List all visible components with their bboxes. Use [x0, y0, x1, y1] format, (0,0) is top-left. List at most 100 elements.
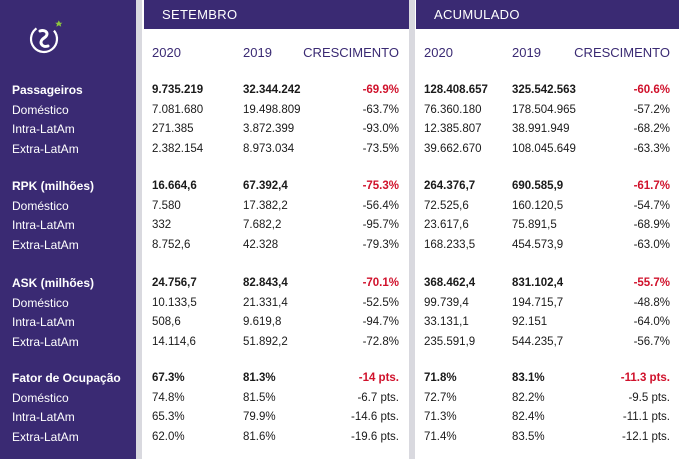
table-cell: -6.7 pts.: [357, 391, 399, 404]
row-label: Doméstico: [12, 198, 69, 213]
table-cell: -63.0%: [633, 238, 670, 251]
table-cell: -57.2%: [633, 103, 670, 116]
table-cell: 178.504.965: [512, 103, 576, 116]
table-cell: 8.752,6: [152, 238, 191, 251]
column-header-setembro-0: 2020: [152, 45, 181, 60]
panel-divider-left: [136, 0, 142, 459]
table-cell: 9.619,8: [243, 316, 282, 328]
table-cell: 82.2%: [512, 391, 545, 404]
row-label: Extra-LatAm: [12, 334, 79, 349]
column-header-acumulado-1: 2019: [512, 45, 541, 60]
table-cell: 128.408.657: [424, 84, 488, 96]
table-cell: 81.3%: [243, 372, 276, 384]
table-cell: 62.0%: [152, 430, 185, 443]
table-cell: -72.8%: [362, 335, 399, 348]
table-cell: 235.591,9: [424, 335, 476, 348]
table-cell: -9.5 pts.: [628, 391, 670, 404]
table-cell: 332: [152, 219, 172, 231]
table-cell: 108.045.649: [512, 142, 576, 155]
table-cell: -60.6%: [633, 84, 670, 96]
table-cell: 67.3%: [152, 372, 185, 384]
table-cell: -56.7%: [633, 335, 670, 348]
table-cell: 325.542.563: [512, 84, 576, 96]
table-cell: -14.6 pts.: [351, 411, 399, 423]
table-cell: 168.233,5: [424, 238, 476, 251]
table-cell: 71.4%: [424, 430, 457, 443]
table-cell: -48.8%: [633, 296, 670, 309]
panel-header-setembro: SETEMBRO: [144, 0, 409, 29]
table-cell: -63.7%: [362, 103, 399, 116]
table-cell: 71.8%: [424, 372, 457, 384]
row-label: Doméstico: [12, 102, 69, 117]
row-label-sidebar: Passageiros Doméstico Intra-LatAm Extra-Lat…: [0, 0, 136, 459]
table-cell: 160.120,5: [512, 199, 564, 212]
table-cell: 75.891,5: [512, 219, 557, 231]
table-cell: 67.392,4: [243, 180, 288, 192]
table-cell: 71.3%: [424, 411, 457, 423]
table-cell: 7.580: [152, 199, 181, 212]
table-cell: -54.7%: [633, 199, 670, 212]
table-cell: 92.151: [512, 316, 548, 328]
table-cell: 72.525,6: [424, 199, 469, 212]
table-cell: 454.573,9: [512, 238, 564, 251]
table-cell: -19.6 pts.: [351, 430, 399, 443]
table-cell: -68.9%: [633, 219, 670, 231]
table-cell: -94.7%: [362, 316, 399, 328]
table-cell: 79.9%: [243, 411, 276, 423]
latam-logo-icon: [29, 20, 63, 54]
table-cell: 42.328: [243, 238, 279, 251]
table-cell: -68.2%: [633, 123, 670, 135]
row-label: Doméstico: [12, 390, 69, 405]
table-cell: 9.735.219: [152, 84, 204, 96]
table-cell: 83.5%: [512, 430, 545, 443]
table-cell: -11.3 pts.: [620, 372, 670, 384]
row-label: Intra-LatAm: [12, 122, 75, 136]
table-cell: 33.131,1: [424, 316, 469, 328]
table-cell: 83.1%: [512, 372, 545, 384]
table-cell: -11.1 pts.: [622, 411, 670, 423]
panel-header-acumulado: ACUMULADO: [416, 0, 679, 29]
table-cell: 7.682,2: [243, 219, 282, 231]
table-cell: 14.114,6: [152, 335, 196, 348]
table-cell: 3.872.399: [243, 123, 295, 135]
table-cell: -79.3%: [362, 238, 399, 251]
table-cell: 8.973.034: [243, 142, 295, 155]
table-cell: -61.7%: [633, 180, 670, 192]
table-cell: -93.0%: [362, 123, 399, 135]
table-cell: 81.5%: [243, 391, 276, 404]
table-cell: 831.102,4: [512, 277, 564, 289]
table-cell: -69.9%: [362, 84, 399, 96]
table-cell: -73.5%: [362, 142, 399, 155]
table-cell: -95.7%: [362, 219, 399, 231]
row-label: Intra-LatAm: [12, 315, 75, 329]
table-cell: 12.385.807: [424, 123, 482, 135]
table-cell: -52.5%: [362, 296, 399, 309]
table-cell: 194.715,7: [512, 296, 564, 309]
table-cell: 65.3%: [152, 411, 185, 423]
column-header-setembro-2: CRESCIMENTO: [303, 45, 399, 60]
table-cell: 39.662.670: [424, 142, 482, 155]
table-cell: 17.382,2: [243, 199, 288, 212]
table-cell: 690.585,9: [512, 180, 564, 192]
row-label: Intra-LatAm: [12, 410, 75, 424]
table-cell: 51.892,2: [243, 335, 288, 348]
row-label: Extra-LatAm: [12, 141, 79, 156]
column-header-setembro-1: 2019: [243, 45, 272, 60]
table-cell: 72.7%: [424, 391, 457, 404]
row-label: RPK (milhões): [12, 179, 95, 193]
row-label: Passageiros: [12, 83, 83, 97]
table-cell: -70.1%: [362, 277, 399, 289]
table-cell: -56.4%: [362, 199, 399, 212]
table-cell: 76.360.180: [424, 103, 482, 116]
table-cell: 544.235,7: [512, 335, 564, 348]
table-cell: -55.7%: [633, 277, 670, 289]
table-cell: 19.498.809: [243, 103, 301, 116]
row-label: Extra-LatAm: [12, 429, 79, 444]
table-cell: 99.739,4: [424, 296, 469, 309]
table-cell: 24.756,7: [152, 277, 197, 289]
row-label: Doméstico: [12, 295, 69, 310]
row-label: Extra-LatAm: [12, 237, 79, 252]
row-label: Intra-LatAm: [12, 218, 75, 232]
table-cell: 82.4%: [512, 411, 545, 423]
table-cell: 10.133,5: [152, 296, 197, 309]
